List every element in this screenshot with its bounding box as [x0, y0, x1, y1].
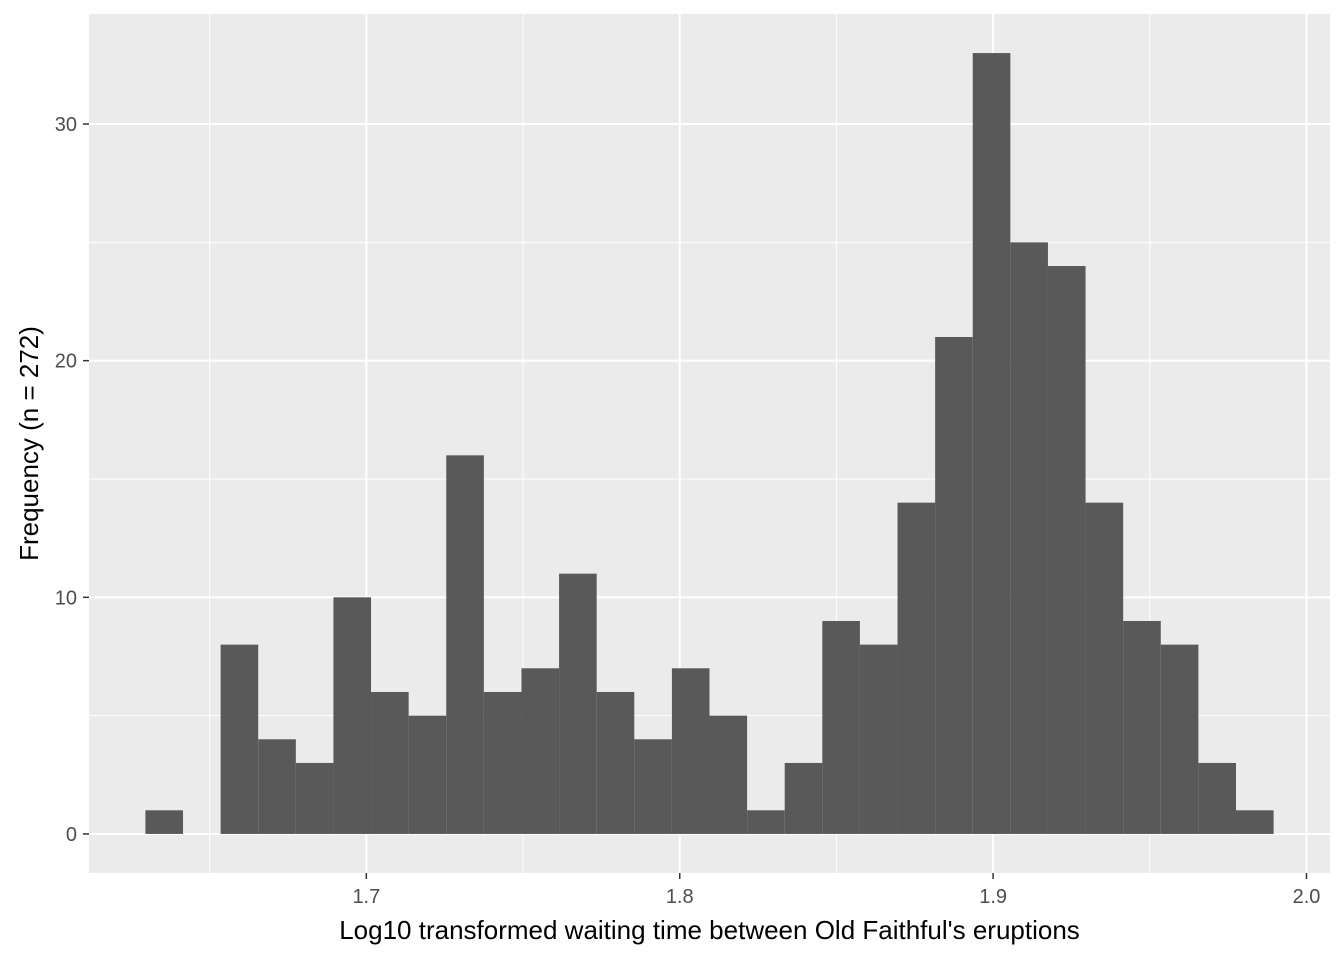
histogram-bar [634, 739, 672, 834]
histogram-bar [747, 810, 785, 834]
histogram-bar [1123, 620, 1161, 834]
histogram-bar [559, 573, 597, 834]
histogram-bar [408, 715, 447, 834]
histogram-bar [483, 691, 522, 834]
histogram-bar [1160, 644, 1199, 834]
grid-minor [89, 14, 1330, 873]
histogram-bar [859, 644, 898, 834]
histogram-bar [1235, 810, 1274, 834]
histogram-bar [972, 53, 1011, 834]
histogram-bar [333, 597, 372, 834]
x-tick-label: 1.7 [352, 886, 380, 908]
histogram-bar [897, 502, 936, 834]
y-tick-label: 10 [55, 587, 77, 609]
histogram-bars [145, 53, 1274, 834]
histogram-bar [295, 762, 334, 834]
histogram-bar [709, 715, 748, 834]
histogram-bar [258, 739, 296, 834]
histogram-bar [145, 810, 184, 834]
x-axis: 1.7 1.8 1.9 2.0 [352, 873, 1320, 908]
histogram-bar [1085, 502, 1124, 834]
y-tick-label: 20 [55, 351, 77, 373]
histogram-bar [521, 668, 560, 834]
histogram-bar [822, 620, 860, 834]
histogram-bar [371, 691, 409, 834]
histogram-bar [1198, 762, 1236, 834]
histogram-bar [784, 762, 823, 834]
y-tick-label: 30 [55, 114, 77, 136]
histogram-bar [446, 455, 484, 834]
x-tick-label: 1.8 [666, 886, 694, 908]
histogram-bar [671, 668, 710, 834]
x-tick-label: 1.9 [979, 886, 1007, 908]
x-tick-label: 2.0 [1293, 886, 1321, 908]
y-tick-label: 0 [66, 824, 77, 846]
histogram-bar [220, 644, 259, 834]
y-axis: 0 10 20 30 [55, 114, 89, 846]
x-axis-title: Log10 transformed waiting time between O… [339, 915, 1080, 945]
histogram-bar [1047, 266, 1086, 834]
histogram-bar [935, 337, 973, 834]
histogram-bar [596, 691, 635, 834]
histogram-bar [1010, 242, 1048, 834]
y-axis-title: Frequency (n = 272) [14, 326, 44, 561]
